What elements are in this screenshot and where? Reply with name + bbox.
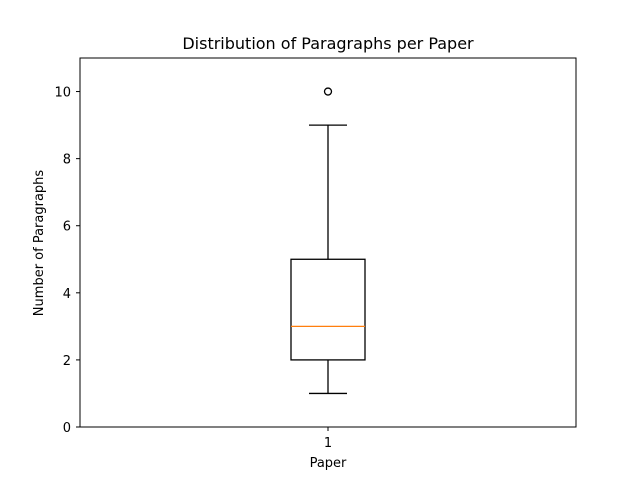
plot-marks	[290, 87, 366, 395]
y-axis-title: Number of Paragraphs	[32, 170, 47, 317]
outlier-point	[323, 87, 333, 96]
interquartile-box	[290, 258, 366, 361]
y-tick-label: 8	[63, 153, 71, 168]
x-tick-label: 1	[324, 436, 332, 451]
y-tick-label: 2	[63, 354, 71, 369]
y-tick-label: 0	[63, 421, 71, 436]
y-tick-label: 4	[63, 287, 71, 302]
y-axis: 0 2 4 6 8 10	[54, 86, 80, 436]
y-tick-label: 10	[54, 86, 71, 101]
x-axis: 1	[324, 427, 332, 451]
y-tick-label: 6	[63, 220, 71, 235]
chart-title: Distribution of Paragraphs per Paper	[182, 34, 474, 53]
x-axis-title: Paper	[310, 456, 347, 471]
